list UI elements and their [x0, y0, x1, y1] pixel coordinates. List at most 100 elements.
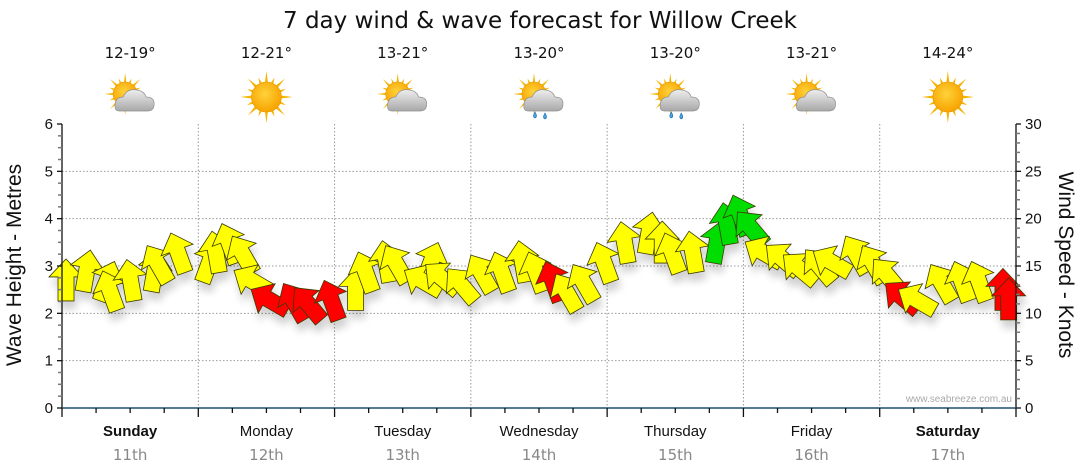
right-tick-label: 30 — [1025, 116, 1042, 133]
sun-ray — [123, 73, 127, 84]
sun-ray — [110, 79, 119, 88]
sun-ray — [264, 70, 269, 84]
wind-arrow — [897, 283, 940, 318]
sunny-icon — [921, 70, 975, 124]
sun-ray — [376, 92, 387, 96]
sun-ray — [649, 92, 660, 96]
sun-ray — [274, 78, 285, 89]
cloud-shape — [387, 89, 428, 112]
wind-arrow — [961, 260, 995, 305]
x-axis-day-labels: Sunday 11th Monday 12th Tuesday 13th Wednesday… — [103, 423, 981, 464]
wind-arrow — [924, 264, 960, 306]
left-axis-label: Wave Height - Metres — [3, 164, 26, 366]
sun-ray — [956, 78, 967, 89]
left-tick-label: 1 — [45, 353, 53, 370]
cloud-shape — [114, 89, 155, 112]
right-tick-label: 20 — [1025, 211, 1042, 228]
showers-icon — [513, 73, 564, 120]
sun-disc — [932, 81, 964, 113]
day-name-friday: Friday — [791, 423, 833, 440]
rain-drop — [533, 111, 537, 119]
day-date: 14th — [522, 446, 556, 464]
wind-arrow — [92, 270, 126, 314]
sun-ray — [956, 105, 967, 116]
axes: 0 1 2 3 4 5 6 0 5 10 15 20 25 30 — [45, 116, 1042, 417]
left-tick-label: 6 — [45, 116, 53, 133]
sun-ray — [961, 95, 975, 99]
rain-drop — [679, 112, 684, 120]
left-tick-label: 5 — [45, 163, 53, 180]
left-tick-label: 3 — [45, 258, 53, 275]
right-tick-label: 0 — [1025, 400, 1033, 417]
day-date: 16th — [794, 446, 828, 464]
sun-ray — [805, 73, 808, 84]
chart-title: 7 day wind & wave forecast for Willow Cr… — [283, 8, 798, 34]
sun-rays — [240, 70, 293, 124]
sun-ray — [274, 105, 285, 116]
rain-drop — [669, 111, 674, 119]
temperature-range: 13-20° — [650, 44, 701, 62]
sun-ray — [131, 79, 140, 88]
wind-arrow — [140, 245, 176, 287]
right-tick-label: 10 — [1025, 305, 1042, 322]
sun-ray — [404, 79, 413, 88]
right-tick-label: 15 — [1025, 258, 1042, 275]
cloud-shape — [659, 89, 700, 112]
day-date: 15th — [658, 446, 692, 464]
sun-ray — [929, 78, 940, 89]
temperature-range: 12-21° — [241, 44, 292, 62]
sun-ray — [104, 92, 115, 96]
temperature-range: 13-21° — [786, 44, 837, 62]
sun-ray — [921, 95, 935, 99]
day-name-tuesday: Tuesday — [374, 423, 431, 440]
right-tick-label: 25 — [1025, 163, 1042, 180]
sun-ray — [676, 79, 686, 88]
sun-ray — [382, 79, 392, 88]
cloud-shape — [523, 89, 564, 112]
sun-ray — [247, 78, 259, 89]
wind-arrow — [631, 211, 667, 256]
sun-ray — [946, 110, 950, 124]
partly-cloudy-icon — [785, 73, 836, 115]
day-date: 11th — [113, 446, 147, 464]
sun-ray — [279, 95, 293, 99]
showers-icon — [649, 73, 700, 120]
wind-arrow — [606, 221, 642, 265]
cloud-shape — [796, 89, 836, 112]
right-tick-label: 5 — [1025, 353, 1033, 370]
wind-arrow — [69, 249, 105, 294]
partly-cloudy-icon — [104, 73, 155, 115]
wind-arrow — [549, 273, 585, 315]
wind-arrow — [812, 245, 855, 281]
sunny-icon — [240, 70, 293, 124]
sun-ray — [264, 110, 269, 124]
wind-arrow — [112, 258, 148, 303]
sun-ray — [946, 70, 950, 84]
wind-arrow — [292, 287, 329, 326]
sun-ray — [785, 92, 796, 96]
wind-arrow — [586, 241, 620, 286]
wind-arrow — [566, 264, 602, 306]
wind-arrow — [48, 258, 84, 302]
left-tick-label: 4 — [45, 211, 53, 228]
wind-arrow — [313, 279, 348, 324]
rain-drop — [543, 112, 547, 120]
sun-ray — [668, 73, 672, 84]
wind-arrow — [484, 251, 518, 295]
temperature-range: 13-20° — [513, 44, 564, 62]
wind-arrows — [48, 194, 1027, 326]
sun-ray — [929, 105, 940, 116]
sun-ray — [813, 79, 822, 88]
left-tick-label: 2 — [45, 305, 53, 322]
day-name-sunday: Sunday — [103, 423, 158, 440]
sun-disc — [251, 81, 282, 113]
right-axis-label: Wind Speed - Knots — [1054, 172, 1077, 359]
left-tick-label: 0 — [45, 400, 53, 417]
day-date: 12th — [249, 446, 283, 464]
wind-arrow — [445, 268, 482, 307]
sun-ray — [396, 73, 400, 84]
sun-ray — [519, 79, 528, 88]
sun-ray — [540, 79, 549, 88]
sun-ray — [655, 79, 664, 88]
wind-arrow — [674, 230, 710, 275]
